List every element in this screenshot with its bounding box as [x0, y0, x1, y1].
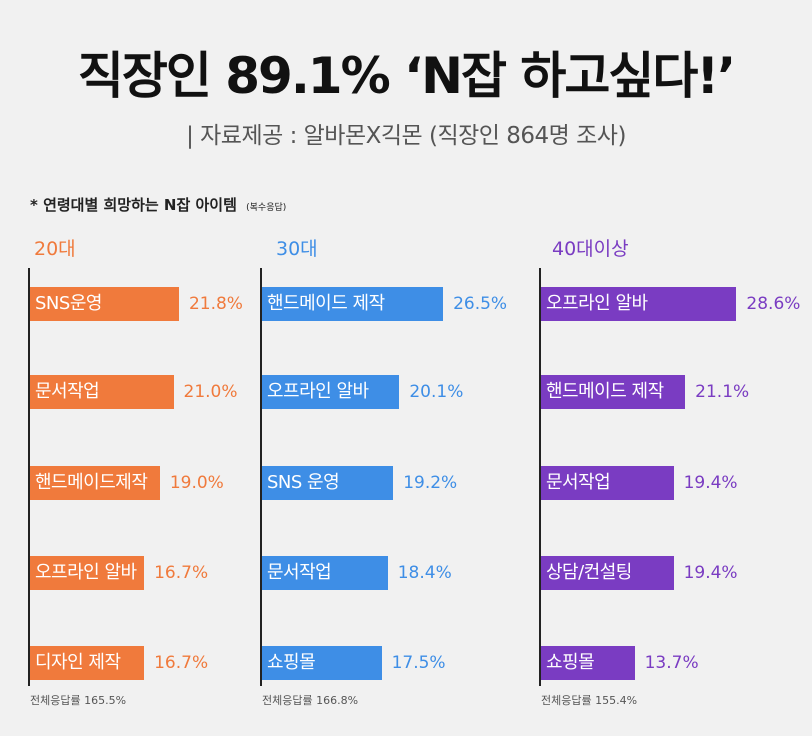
bar: 핸드메이드 제작 [262, 287, 444, 321]
bar-label: 핸드메이드제작 [35, 472, 148, 493]
bar-label: 디자인 제작 [35, 652, 121, 673]
axis-line [539, 268, 541, 686]
section-title-text: * 연령대별 희망하는 N잡 아이템 [30, 196, 237, 214]
source-caption: | 자료제공 : 알바몬X긱몬 (직장인 864명 조사) [186, 123, 626, 149]
value-label: 21.8% [188, 294, 243, 314]
value-label: 21.0% [183, 382, 238, 402]
bar: 오프라인 알바 [30, 556, 145, 590]
value-label: 19.4% [683, 563, 738, 583]
axis-line [260, 268, 262, 686]
bar: 핸드메이드제작 [30, 466, 160, 500]
value-label: 20.1% [409, 382, 464, 402]
bar: 오프라인 알바 [262, 375, 400, 409]
bar-label: SNS 운영 [267, 472, 340, 493]
bar-label: 문서작업 [546, 472, 611, 493]
group-title: 30대 [276, 238, 318, 260]
bar: 상담/컨설팅 [541, 556, 674, 590]
bar-label: 오프라인 알바 [267, 381, 369, 402]
total-response-rate: 전체응답률 165.5% [30, 694, 127, 707]
bar: 디자인 제작 [30, 646, 145, 680]
bar: 쇼핑몰 [541, 646, 635, 680]
bar-label: 쇼핑몰 [546, 652, 595, 673]
total-response-rate: 전체응답률 166.8% [262, 694, 359, 707]
bar: 오프라인 알바 [541, 287, 737, 321]
bar-label: 문서작업 [267, 562, 332, 583]
value-label: 19.2% [403, 473, 458, 493]
total-response-rate: 전체응답률 155.4% [541, 694, 638, 707]
bar: 핸드메이드 제작 [541, 375, 686, 409]
bar: 쇼핑몰 [262, 646, 382, 680]
bar: SNS 운영 [262, 466, 394, 500]
value-label: 21.1% [695, 382, 750, 402]
value-label: 26.5% [453, 294, 508, 314]
bar: 문서작업 [30, 375, 174, 409]
bar-label: 쇼핑몰 [267, 652, 316, 673]
value-label: 19.0% [169, 473, 224, 493]
value-label: 17.5% [391, 653, 446, 673]
section-note: (복수응답) [246, 203, 287, 213]
bar: SNS운영 [30, 287, 179, 321]
value-label: 13.7% [644, 653, 699, 673]
bar: 문서작업 [262, 556, 388, 590]
bar-label: 상담/컨설팅 [546, 562, 632, 583]
value-label: 16.7% [154, 653, 209, 673]
group-title: 20대 [34, 238, 76, 260]
bar-label: SNS운영 [35, 293, 102, 314]
bar-label: 오프라인 알바 [35, 562, 137, 583]
value-label: 18.4% [397, 563, 452, 583]
group-title: 40대이상 [552, 238, 629, 260]
page-title: 직장인 89.1% ‘N잡 하고싶다!’ [77, 47, 736, 105]
axis-line [28, 268, 30, 686]
value-label: 19.4% [683, 473, 738, 493]
value-label: 28.6% [746, 294, 801, 314]
section-title: * 연령대별 희망하는 N잡 아이템 (복수응답) [30, 194, 286, 215]
bar-label: 핸드메이드 제작 [546, 381, 664, 402]
bar-label: 오프라인 알바 [546, 293, 648, 314]
bar: 문서작업 [541, 466, 674, 500]
bar-label: 문서작업 [35, 381, 100, 402]
bar-label: 핸드메이드 제작 [267, 293, 385, 314]
value-label: 16.7% [154, 563, 209, 583]
